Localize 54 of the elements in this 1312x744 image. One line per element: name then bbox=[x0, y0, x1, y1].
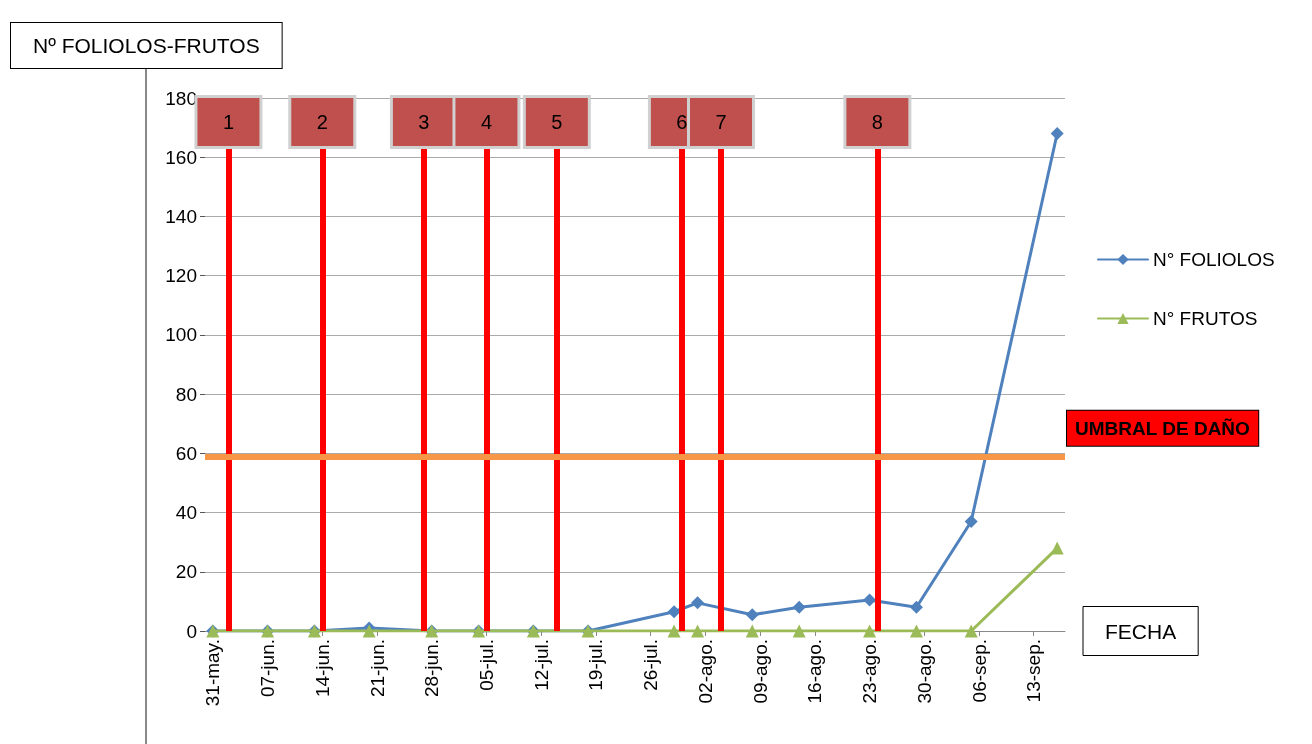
legend-label: N° FOLIOLOS bbox=[1153, 249, 1275, 270]
point bbox=[964, 624, 978, 638]
x-axis-title: FECHA bbox=[1105, 619, 1177, 643]
y-tick-label: 160 bbox=[165, 146, 197, 168]
ref-line-label: 3 bbox=[418, 111, 430, 133]
x-tick-label: 13-sep. bbox=[1023, 639, 1045, 703]
point bbox=[1050, 127, 1064, 141]
y-tick-label: 20 bbox=[175, 561, 197, 583]
point bbox=[863, 624, 877, 638]
x-tick-label: 02-ago. bbox=[694, 639, 716, 704]
point bbox=[1050, 541, 1064, 555]
y-tick-label: 100 bbox=[165, 324, 197, 346]
x-tick-label: 28-jun. bbox=[421, 639, 443, 698]
point bbox=[792, 624, 806, 638]
point bbox=[745, 608, 759, 622]
point bbox=[691, 596, 705, 610]
x-tick-label: 09-ago. bbox=[749, 639, 771, 704]
point bbox=[863, 593, 877, 607]
point bbox=[792, 600, 806, 614]
point bbox=[964, 514, 978, 528]
x-tick-label: 07-jun. bbox=[257, 639, 279, 698]
x-tick-label: 05-jul. bbox=[475, 639, 497, 691]
x-tick-label: 06-sep. bbox=[968, 639, 990, 703]
point bbox=[909, 624, 923, 638]
y-tick-label: 40 bbox=[175, 502, 197, 524]
point bbox=[667, 605, 681, 619]
point bbox=[745, 624, 759, 638]
ref-line-label: 8 bbox=[871, 111, 883, 133]
ref-line-label: 6 bbox=[676, 111, 688, 133]
x-tick-label: 12-jul. bbox=[530, 639, 552, 691]
ref-line-label: 1 bbox=[222, 111, 235, 133]
ref-line-label: 2 bbox=[316, 111, 328, 133]
x-tick-label: 19-jul. bbox=[585, 639, 607, 691]
ref-line-label: UMBRAL DE DAÑO bbox=[1075, 417, 1250, 439]
point bbox=[691, 624, 705, 638]
y-tick-label: 80 bbox=[175, 383, 197, 405]
point bbox=[667, 624, 681, 638]
ref-line-label: 7 bbox=[715, 111, 727, 133]
y-tick-label: 60 bbox=[175, 442, 197, 464]
x-tick-label: 26-jul. bbox=[640, 639, 662, 691]
ref-line-label: 5 bbox=[551, 111, 563, 133]
legend-label: N° FRUTOS bbox=[1153, 308, 1258, 329]
point bbox=[909, 600, 923, 614]
y-tick-label: 120 bbox=[165, 265, 197, 287]
y-tick-label: 140 bbox=[165, 205, 197, 227]
x-tick-label: 16-ago. bbox=[804, 639, 826, 704]
x-tick-label: 21-jun. bbox=[366, 639, 388, 698]
x-tick-label: 30-ago. bbox=[913, 639, 935, 704]
x-tick-label: 31-may. bbox=[202, 639, 224, 707]
ref-line-label: 4 bbox=[480, 111, 493, 133]
y-axis-title: Nº FOLIOLOS-FRUTOS bbox=[33, 34, 260, 57]
x-tick-label: 14-jun. bbox=[311, 639, 333, 698]
x-tick-label: 23-ago. bbox=[859, 639, 881, 704]
y-tick-label: 0 bbox=[186, 620, 197, 642]
